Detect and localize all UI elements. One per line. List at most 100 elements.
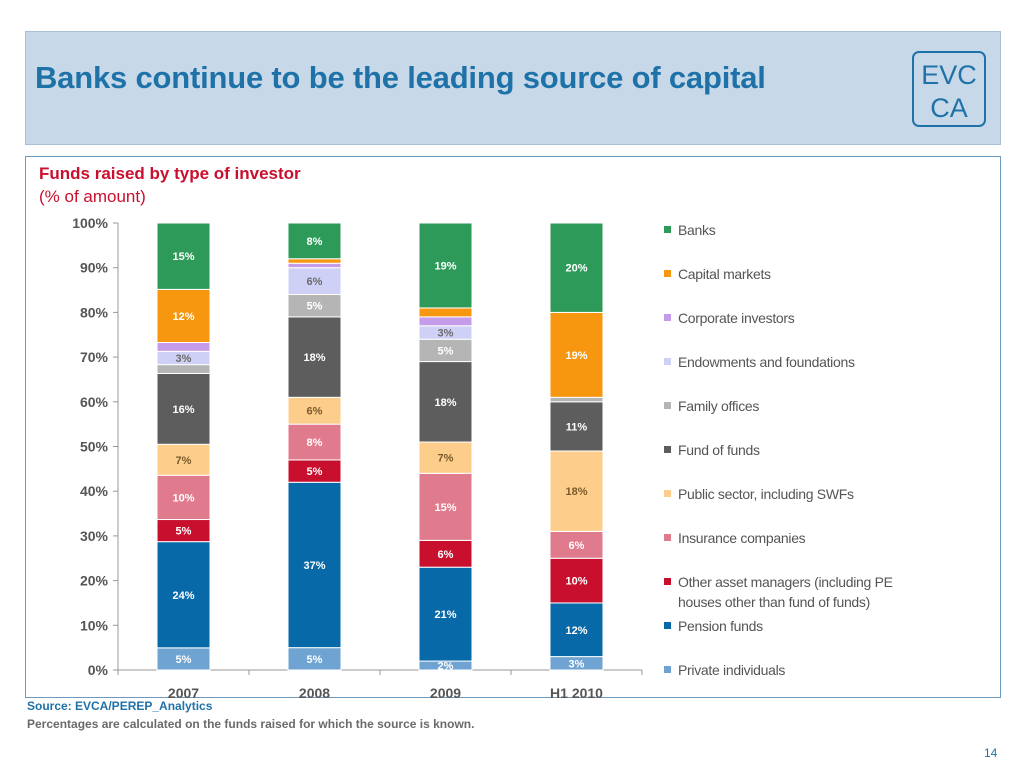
data-label: 16%	[172, 404, 194, 416]
data-label: 12%	[565, 625, 587, 637]
y-tick-label: 30%	[80, 528, 109, 544]
header-banner	[25, 31, 1001, 145]
data-label: 10%	[172, 492, 194, 504]
data-label: 15%	[434, 502, 456, 514]
data-label: 5%	[176, 654, 192, 666]
bar-segment	[287, 258, 342, 264]
evca-logo: EVC CA	[912, 51, 986, 127]
y-tick-label: 10%	[80, 617, 109, 633]
data-label: 11%	[566, 421, 588, 433]
legend-swatch	[664, 402, 671, 409]
footnote: Percentages are calculated on the funds …	[27, 717, 475, 731]
bar-segment	[287, 262, 342, 269]
legend-swatch	[664, 666, 671, 673]
x-tick-label: 2009	[430, 685, 461, 701]
bar-segment	[549, 396, 604, 403]
y-tick-label: 20%	[80, 573, 109, 589]
data-label: 5%	[438, 345, 454, 357]
bar-segment	[287, 222, 342, 260]
bar-segment	[287, 481, 342, 649]
y-tick-label: 90%	[80, 260, 109, 276]
legend-label: Banks	[678, 222, 716, 238]
data-label: 2%	[438, 661, 454, 673]
data-label: 5%	[307, 301, 323, 313]
y-tick-label: 80%	[80, 304, 109, 320]
x-tick-label: H1 2010	[550, 685, 603, 701]
legend-swatch	[664, 622, 671, 629]
data-label: 8%	[307, 236, 323, 248]
y-tick-label: 60%	[80, 394, 109, 410]
y-tick-label: 40%	[80, 483, 109, 499]
data-label: 7%	[438, 453, 454, 465]
data-label: 6%	[307, 406, 323, 418]
data-label: 5%	[307, 654, 323, 666]
data-label: 24%	[172, 590, 194, 602]
bar-segment	[549, 222, 604, 313]
svg-text:EVC: EVC	[921, 60, 977, 90]
bar-segment	[549, 401, 604, 452]
bar-segment	[418, 539, 473, 568]
data-label: 18%	[565, 486, 587, 498]
bar-segment	[156, 364, 211, 374]
legend-swatch	[664, 270, 671, 277]
bar-segment	[549, 557, 604, 604]
bar-segment	[156, 341, 211, 352]
legend-swatch	[664, 534, 671, 541]
legend-swatch	[664, 314, 671, 321]
page-number: 14	[984, 746, 998, 760]
bar-segment	[418, 441, 473, 474]
data-label: 3%	[569, 658, 585, 670]
bar-segment	[156, 541, 211, 649]
data-label: 7%	[176, 455, 192, 467]
legend-label: Capital markets	[678, 266, 771, 282]
legend-swatch	[664, 490, 671, 497]
data-label: 6%	[438, 549, 454, 561]
legend-swatch	[664, 446, 671, 453]
bar-segment	[418, 222, 473, 309]
data-label: 8%	[307, 437, 323, 449]
legend-label: Public sector, including SWFs	[678, 486, 854, 502]
legend-label: Other asset managers (including PE houses…	[678, 574, 893, 610]
bar-segment	[418, 307, 473, 318]
legend-label: Pension funds	[678, 618, 763, 634]
source-note: Source: EVCA/PEREP_Analytics	[27, 699, 213, 713]
bar-segment	[156, 222, 211, 290]
chart-unit: (% of amount)	[39, 187, 146, 206]
chart-title: Funds raised by type of investor	[39, 164, 301, 183]
y-tick-label: 0%	[88, 662, 109, 678]
bar-segment	[418, 472, 473, 541]
legend-label: Private individuals	[678, 662, 785, 678]
data-label: 6%	[569, 540, 585, 552]
bar-segment	[418, 566, 473, 662]
bar-segment	[418, 361, 473, 443]
data-label: 5%	[176, 526, 192, 538]
data-label: 6%	[307, 276, 323, 288]
data-label: 3%	[438, 328, 454, 340]
bar-segment	[549, 450, 604, 532]
y-tick-label: 100%	[72, 215, 108, 231]
legend-label: Fund of funds	[678, 442, 760, 458]
bar-segment	[156, 443, 211, 476]
legend-swatch	[664, 358, 671, 365]
data-label: 21%	[434, 609, 456, 621]
data-label: 3%	[176, 353, 192, 365]
data-label: 19%	[565, 350, 587, 362]
legend-label: Family offices	[678, 398, 759, 414]
svg-text:CA: CA	[930, 93, 968, 123]
legend-swatch	[664, 578, 671, 585]
data-label: 19%	[434, 260, 456, 272]
legend-label: Insurance companies	[678, 530, 806, 546]
bar-segment	[287, 316, 342, 398]
bar-segment	[287, 267, 342, 296]
data-label: 20%	[565, 263, 587, 275]
y-tick-label: 50%	[80, 439, 109, 455]
data-label: 5%	[307, 466, 323, 478]
bar-segment	[549, 530, 604, 559]
legend-swatch	[664, 226, 671, 233]
y-tick-label: 70%	[80, 349, 109, 365]
bar-segment	[287, 423, 342, 461]
legend-label: Endowments and foundations	[678, 354, 855, 370]
data-label: 15%	[172, 251, 194, 263]
data-label: 12%	[172, 311, 194, 323]
x-tick-label: 2008	[299, 685, 330, 701]
